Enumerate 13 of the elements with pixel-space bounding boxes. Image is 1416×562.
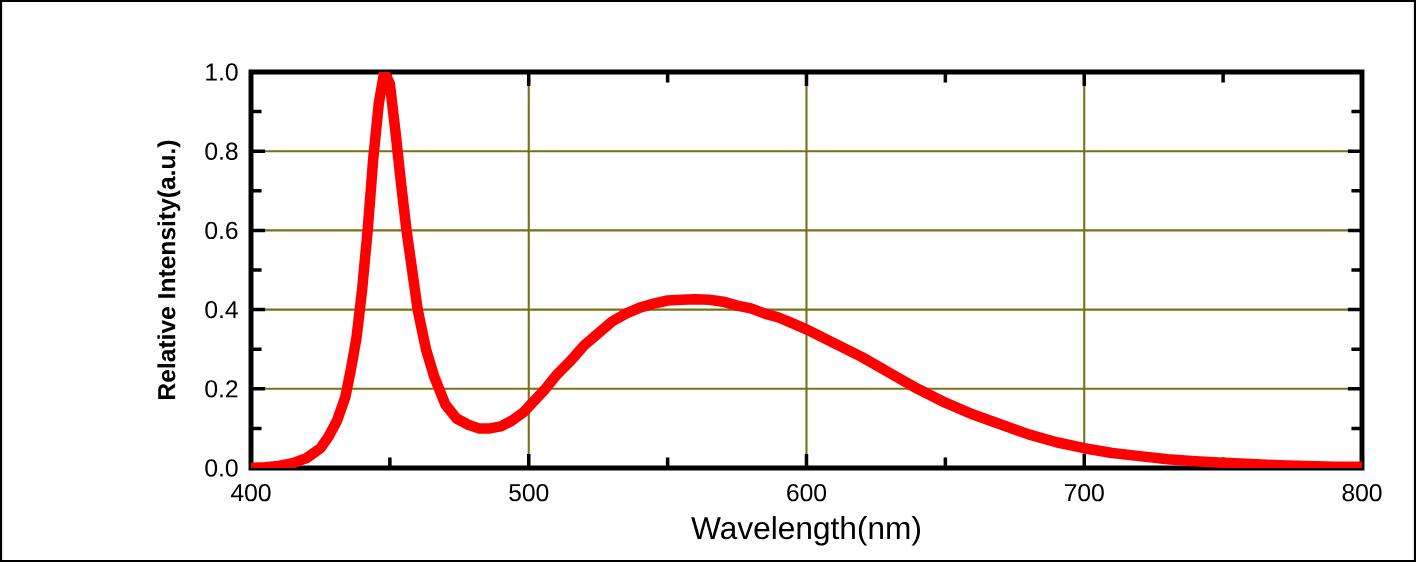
x-tick-label: 400 [231,483,271,502]
y-axis-title: Relative Intensity(a.u.) [157,140,181,399]
y-tick-label: 1.0 [206,63,238,81]
x-tick-label: 700 [1064,483,1104,502]
x-tick-label: 500 [509,483,549,502]
y-tick-label: 0.6 [205,221,238,240]
x-tick-label: 600 [787,483,827,502]
y-tick-label: 0.0 [205,459,238,477]
y-tick-label: 0.2 [205,380,238,398]
x-tick-label: 800 [1342,483,1382,502]
y-tick-label: 0.8 [205,142,238,160]
y-tick-label: 0.4 [205,300,238,319]
x-axis-title: Wavelength(nm) [691,516,920,546]
